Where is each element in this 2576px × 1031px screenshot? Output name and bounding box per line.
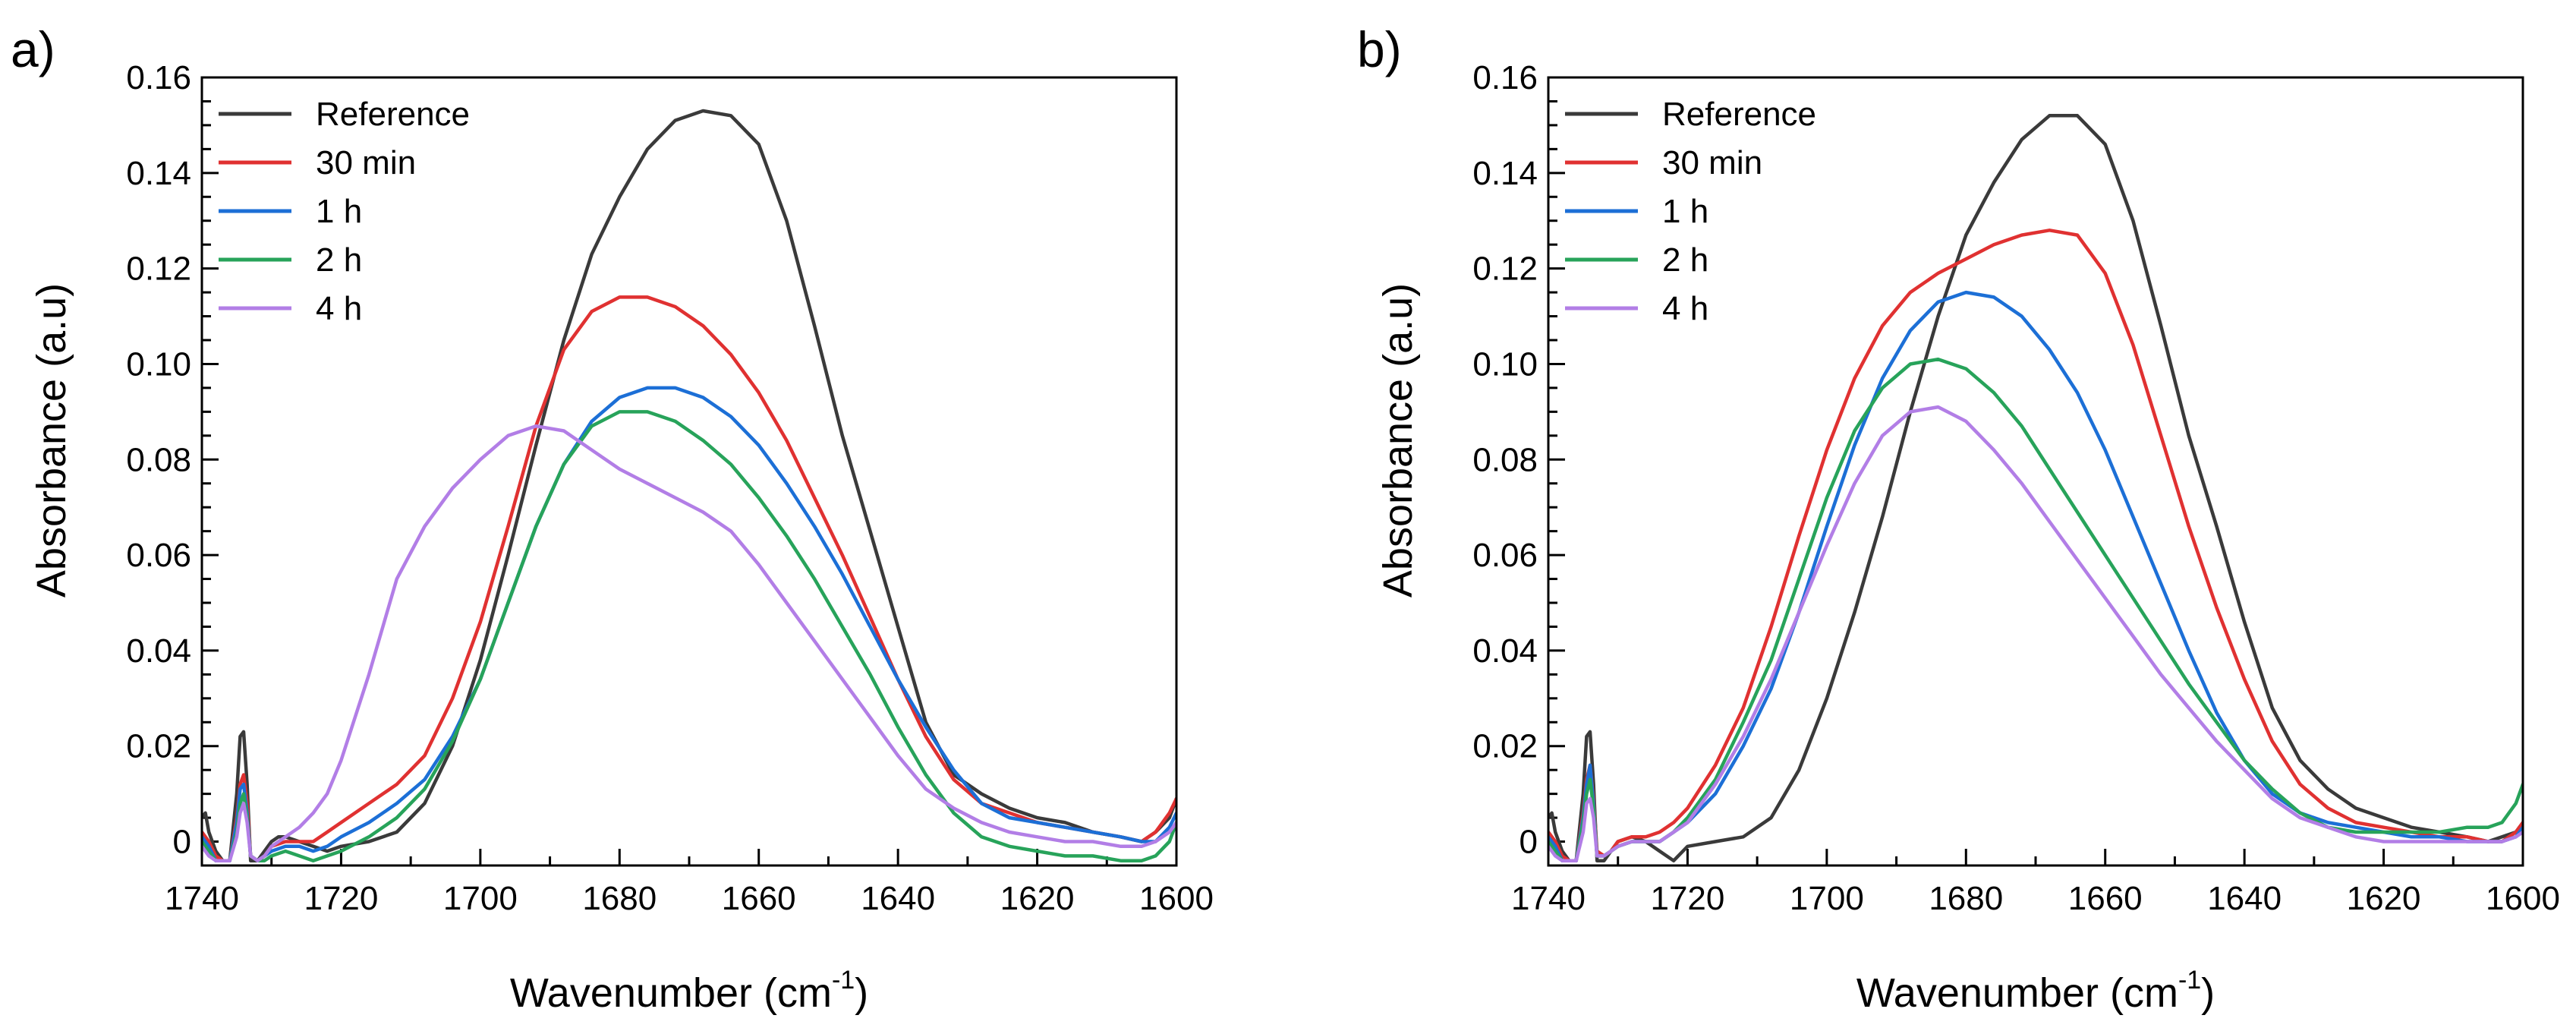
series-line-reference-b <box>1548 114 2523 862</box>
y-tick-label-b: 0.12 <box>1472 251 1538 288</box>
legend-label-reference-b: Reference <box>1662 96 1816 133</box>
legend-label-2-h-b: 2 h <box>1662 241 1708 279</box>
ticks-a: 1740 1720 1700 1680 1660 1640 1620 1600 0 0.02 0.0… <box>126 59 1214 917</box>
x-axis-title-b: Wavenumber (cm-1) <box>1856 966 2215 1016</box>
y-tick-label-a: 0.02 <box>126 728 191 765</box>
y-tick-label-b: 0.10 <box>1472 345 1538 383</box>
legend-label-4-h-a: 4 h <box>316 290 362 327</box>
x-axis-title-text-b: Wavenumber (cm <box>1856 970 2178 1016</box>
y-axis-title-b: Absorbance (a.u) <box>1375 283 1421 597</box>
series-line-reference-a <box>202 109 1176 862</box>
x-tick-label-a: 1660 <box>722 880 796 917</box>
x-axis-title-end-a: ) <box>855 970 868 1016</box>
legend-label-4-h-b: 4 h <box>1662 290 1708 327</box>
x-tick-label-a: 1620 <box>1000 880 1075 917</box>
x-tick-label-b: 1600 <box>2486 880 2560 917</box>
plot-frame-b <box>1547 76 2524 867</box>
x-tick-label-b: 1680 <box>1929 880 2003 917</box>
x-tick-label-a: 1740 <box>165 880 239 917</box>
x-axis-title-end-b: ) <box>2201 970 2215 1016</box>
x-tick-label-b: 1700 <box>1790 880 1864 917</box>
x-axis-title-text-a: Wavenumber (cm <box>510 970 832 1016</box>
x-tick-label-a: 1700 <box>443 880 518 917</box>
y-tick-label-b: 0 <box>1519 824 1538 861</box>
legend-b: Reference 30 min 1 h 2 h 4 h <box>1565 96 1816 327</box>
chart-panel-b: b) Absorbance (a.u) Wavenumber (cm-1) 17… <box>1357 21 2560 1016</box>
legend-label-30-min-b: 30 min <box>1662 144 1762 181</box>
x-tick-label-a: 1600 <box>1139 880 1214 917</box>
y-tick-label-a: 0.08 <box>126 441 191 478</box>
x-tick-label-b: 1660 <box>2068 880 2143 917</box>
y-tick-label-b: 0.08 <box>1472 441 1538 478</box>
ticks-b: 1740 1720 1700 1680 1660 1640 1620 1600 0 0.02 0.0… <box>1472 59 2560 917</box>
y-tick-label-a: 0 <box>173 824 191 861</box>
legend-label-2-h-a: 2 h <box>316 241 362 279</box>
y-tick-label-a: 0.12 <box>126 251 191 288</box>
series-line-4-h-a <box>202 424 1176 862</box>
series-group-b <box>1548 114 2523 862</box>
y-tick-label-a: 0.16 <box>126 59 191 96</box>
legend-a: Reference 30 min 1 h 2 h 4 h <box>219 96 470 327</box>
x-tick-label-b: 1640 <box>2207 880 2282 917</box>
y-tick-label-a: 0.06 <box>126 537 191 574</box>
y-tick-label-b: 0.02 <box>1472 728 1538 765</box>
series-line-4-h-b <box>1548 405 2523 862</box>
x-axis-title-sup-b: -1 <box>2178 966 2201 995</box>
legend-label-30-min-a: 30 min <box>316 144 416 181</box>
chart-panel-a: a) Absorbance (a.u) Wavenumber (cm-1) 17… <box>11 21 1214 1016</box>
legend-label-1-h-a: 1 h <box>316 193 362 230</box>
y-tick-label-a: 0.10 <box>126 345 191 383</box>
panel-label-b: b) <box>1357 21 1402 77</box>
x-tick-label-b: 1620 <box>2347 880 2421 917</box>
x-tick-label-a: 1720 <box>304 880 378 917</box>
x-tick-label-b: 1720 <box>1650 880 1724 917</box>
y-tick-label-b: 0.16 <box>1472 59 1538 96</box>
x-tick-label-b: 1740 <box>1511 880 1586 917</box>
y-tick-label-b: 0.04 <box>1472 632 1538 670</box>
y-tick-label-b: 0.06 <box>1472 537 1538 574</box>
legend-label-reference-a: Reference <box>316 96 470 133</box>
y-tick-label-a: 0.04 <box>126 632 191 670</box>
y-tick-label-b: 0.14 <box>1472 155 1538 192</box>
y-axis-title-a: Absorbance (a.u) <box>29 283 74 597</box>
y-tick-label-a: 0.14 <box>126 155 191 192</box>
plot-frame-a <box>200 76 1178 867</box>
legend-label-1-h-b: 1 h <box>1662 193 1708 230</box>
panel-label-a: a) <box>11 21 55 77</box>
x-tick-label-a: 1640 <box>861 880 935 917</box>
x-axis-title-sup-a: -1 <box>832 966 855 995</box>
series-group-a <box>202 109 1176 862</box>
x-axis-title-a: Wavenumber (cm-1) <box>510 966 868 1016</box>
x-tick-label-a: 1680 <box>582 880 657 917</box>
